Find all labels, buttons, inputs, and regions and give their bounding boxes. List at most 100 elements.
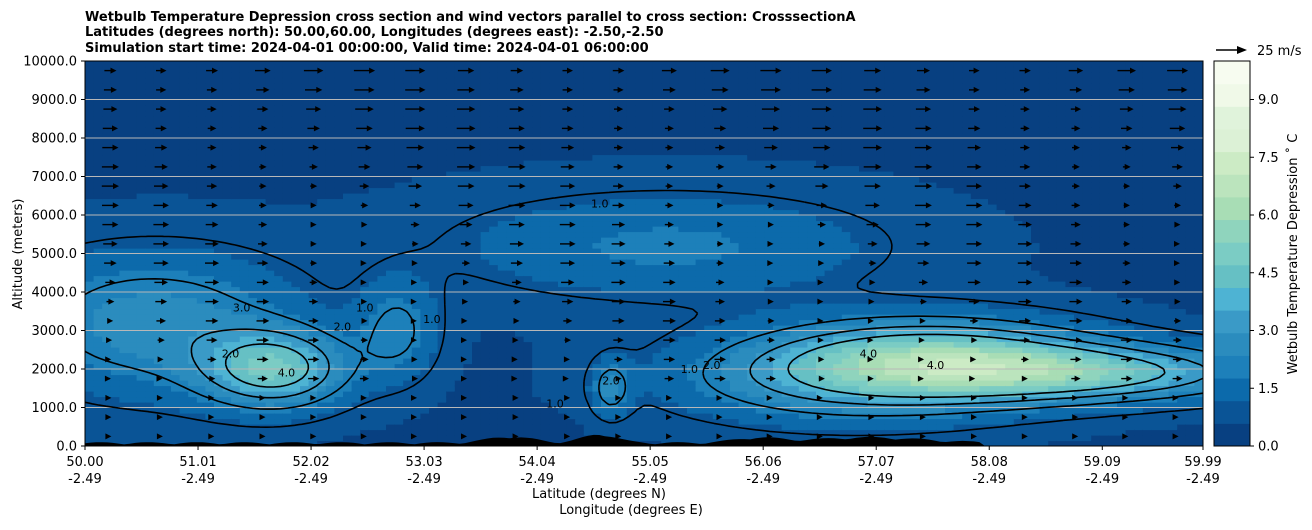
field-cell: [128, 308, 138, 315]
field-cell: [429, 99, 439, 106]
field-cell: [162, 369, 172, 376]
field-cell: [609, 231, 619, 238]
field-cell: [575, 286, 585, 293]
field-cell: [463, 127, 473, 134]
field-cell: [583, 286, 593, 293]
field-cell: [334, 215, 344, 222]
field-cell: [386, 61, 396, 68]
field-cell: [420, 165, 430, 172]
field-cell: [308, 363, 318, 370]
field-cell: [549, 336, 559, 343]
field-cell: [291, 204, 301, 211]
field-cell: [291, 160, 301, 167]
field-cell: [171, 363, 181, 370]
field-cell: [618, 66, 628, 73]
field-cell: [540, 418, 550, 425]
field-cell: [635, 413, 645, 420]
field-cell: [222, 435, 232, 442]
field-cell: [291, 253, 301, 260]
field-cell: [635, 391, 645, 398]
field-cell: [265, 396, 275, 403]
field-cell: [652, 308, 662, 315]
field-cell: [162, 363, 172, 370]
field-cell: [523, 182, 533, 189]
field-cell: [532, 286, 542, 293]
field-cell: [291, 94, 301, 101]
field-cell: [523, 132, 533, 139]
field-cell: [446, 209, 456, 216]
field-cell: [334, 281, 344, 288]
field-cell: [85, 176, 95, 183]
field-cell: [669, 99, 679, 106]
field-cell: [558, 83, 568, 90]
field-cell: [669, 358, 679, 365]
field-cell: [300, 314, 310, 321]
field-cell: [669, 347, 679, 354]
field-cell: [549, 143, 559, 150]
field-cell: [222, 88, 232, 95]
field-cell: [196, 341, 206, 348]
field-cell: [420, 242, 430, 249]
field-cell: [282, 374, 292, 381]
field-cell: [446, 154, 456, 161]
field-cell: [506, 165, 516, 172]
field-cell: [214, 198, 224, 205]
field-cell: [454, 248, 464, 255]
field-cell: [420, 402, 430, 409]
field-cell: [248, 358, 258, 365]
field-cell: [85, 286, 95, 293]
field-cell: [609, 220, 619, 227]
field-cell: [463, 270, 473, 277]
field-cell: [609, 264, 619, 271]
field-cell: [119, 198, 129, 205]
field-cell: [162, 413, 172, 420]
field-cell: [532, 418, 542, 425]
field-cell: [222, 270, 232, 277]
field-cell: [282, 352, 292, 359]
field-cell: [110, 314, 120, 321]
field-cell: [454, 429, 464, 436]
field-cell: [420, 127, 430, 134]
field-cell: [411, 413, 421, 420]
field-cell: [411, 308, 421, 315]
field-cell: [446, 99, 456, 106]
field-cell: [171, 61, 181, 68]
field-cell: [162, 105, 172, 112]
field-cell: [188, 187, 198, 194]
field-cell: [110, 319, 120, 326]
field-cell: [506, 171, 516, 178]
field-cell: [566, 391, 576, 398]
field-cell: [515, 352, 525, 359]
field-cell: [222, 440, 232, 446]
field-cell: [334, 77, 344, 84]
field-cell: [437, 105, 447, 112]
field-cell: [282, 204, 292, 211]
field-cell: [85, 336, 95, 343]
field-cell: [145, 385, 155, 392]
field-cell: [308, 83, 318, 90]
field-cell: [274, 435, 284, 442]
field-cell: [386, 259, 396, 266]
field-cell: [558, 176, 568, 183]
field-cell: [188, 314, 198, 321]
field-cell: [403, 77, 413, 84]
field-cell: [592, 325, 602, 332]
field-cell: [609, 319, 619, 326]
field-cell: [575, 336, 585, 343]
field-cell: [411, 88, 421, 95]
field-cell: [325, 132, 335, 139]
field-cell: [171, 319, 181, 326]
field-cell: [145, 374, 155, 381]
field-cell: [360, 99, 370, 106]
field-cell: [566, 325, 576, 332]
field-cell: [540, 61, 550, 68]
field-cell: [257, 83, 267, 90]
field-cell: [179, 187, 189, 194]
field-cell: [592, 402, 602, 409]
field-cell: [403, 270, 413, 277]
field-cell: [205, 99, 215, 106]
field-cell: [592, 237, 602, 244]
field-cell: [368, 121, 378, 128]
field-cell: [85, 314, 95, 321]
field-cell: [472, 132, 482, 139]
